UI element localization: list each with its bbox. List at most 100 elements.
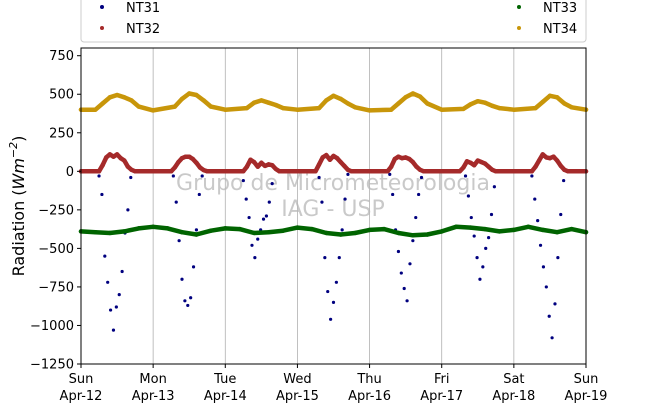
data-point-nt32: [269, 162, 275, 168]
data-point-nt32: [558, 163, 563, 169]
data-point-nt34: [259, 98, 264, 103]
data-point-nt31: [419, 175, 424, 180]
data-point-nt33: [381, 226, 387, 232]
data-point-nt34: [425, 101, 430, 106]
data-point-nt31: [533, 197, 537, 201]
data-point-nt32: [277, 169, 282, 174]
legend-label-nt31: NT31: [126, 1, 160, 16]
data-point-nt33: [410, 233, 416, 238]
data-point-nt32: [439, 169, 444, 174]
data-point-nt32: [547, 156, 553, 161]
data-point-nt32: [150, 169, 156, 174]
data-point-nt34: [569, 105, 574, 110]
data-point-nt31: [180, 277, 184, 281]
data-point-nt32: [125, 164, 131, 169]
data-point-nt32: [194, 160, 199, 166]
data-point-nt34: [367, 108, 372, 113]
data-point-nt31: [103, 254, 107, 258]
data-point-nt34: [468, 102, 473, 107]
grid: [152, 48, 515, 364]
data-point-nt32: [345, 167, 351, 172]
plot-area: [81, 48, 586, 364]
data-point-nt33: [165, 226, 170, 231]
data-point-nt33: [295, 225, 300, 230]
x-tick-label-date: Apr-16: [348, 389, 391, 404]
data-point-nt31: [241, 178, 245, 183]
data-point-nt32: [536, 158, 542, 163]
data-point-nt32: [327, 157, 333, 162]
data-point-nt31: [553, 302, 557, 306]
y-tick-label: 500: [49, 88, 74, 103]
data-point-nt32: [410, 159, 416, 165]
data-point-nt34: [194, 92, 199, 98]
y-tick-label: −500: [38, 242, 74, 257]
x-tick-label-date: Apr-19: [565, 389, 608, 404]
data-point-nt34: [122, 95, 127, 100]
data-point-nt32: [172, 165, 177, 170]
data-point-nt31: [541, 265, 546, 269]
data-point-nt34: [100, 101, 105, 106]
data-point-nt34: [273, 102, 278, 108]
data-point-nt31: [264, 214, 269, 218]
data-point-nt33: [468, 225, 473, 230]
data-point-nt31: [405, 299, 409, 303]
data-point-nt34: [540, 99, 545, 105]
data-point-nt31: [340, 228, 344, 232]
data-point-nt31: [171, 174, 175, 178]
data-point-nt31: [267, 200, 271, 204]
data-point-nt32: [461, 165, 466, 170]
data-point-nt32: [100, 162, 105, 168]
x-tick-label-day: Sun: [574, 372, 599, 387]
data-point-nt32: [554, 158, 560, 163]
data-point-nt33: [453, 224, 459, 230]
data-point-nt31: [481, 265, 485, 269]
data-point-nt34: [187, 91, 192, 96]
data-point-nt32: [349, 169, 354, 174]
data-point-nt33: [251, 230, 257, 236]
data-point-nt32: [273, 166, 278, 172]
data-point-nt34: [244, 105, 250, 111]
data-point-nt32: [190, 156, 196, 162]
data-point-nt32: [255, 164, 260, 169]
data-point-nt33: [482, 226, 488, 232]
data-point-nt31: [466, 194, 471, 198]
x-tick-label-date: Apr-17: [420, 389, 463, 404]
data-point-nt34: [172, 104, 177, 109]
data-point-nt33: [266, 230, 271, 235]
data-point-nt34: [417, 94, 423, 99]
data-point-nt32: [168, 169, 174, 174]
data-point-nt34: [208, 104, 214, 109]
data-point-nt31: [547, 314, 551, 318]
data-point-nt33: [237, 226, 242, 232]
data-point-nt32: [316, 162, 322, 167]
data-point-nt31: [247, 215, 251, 220]
data-point-nt34: [107, 95, 113, 100]
data-point-nt32: [482, 161, 488, 166]
data-point-nt31: [463, 174, 468, 178]
data-point-nt31: [469, 215, 473, 220]
data-point-nt31: [197, 192, 201, 197]
series-nt33: [78, 224, 589, 238]
x-tick-label-date: Apr-12: [60, 389, 103, 404]
data-point-nt32: [407, 156, 412, 162]
data-point-nt34: [150, 108, 156, 113]
data-point-nt31: [388, 172, 392, 176]
data-point-nt31: [261, 217, 266, 221]
data-point-nt32: [223, 169, 228, 174]
data-point-nt31: [244, 197, 248, 201]
x-tick-label-day: Tue: [213, 372, 236, 387]
data-point-nt31: [396, 249, 401, 254]
y-tick-label: 0: [66, 165, 74, 180]
x-tick-label-day: Sat: [503, 372, 524, 387]
data-point-nt32: [205, 169, 210, 174]
y-tick-label: −1000: [30, 319, 74, 334]
data-point-nt32: [114, 152, 120, 157]
legend-items: NT31 NT32 NT33 NT34: [100, 1, 577, 37]
data-point-nt32: [471, 162, 477, 168]
data-point-nt32: [392, 156, 398, 162]
data-point-nt31: [194, 228, 199, 232]
data-point-nt34: [201, 98, 206, 103]
data-point-nt31: [174, 200, 178, 204]
y-tick-label: −750: [38, 280, 74, 295]
